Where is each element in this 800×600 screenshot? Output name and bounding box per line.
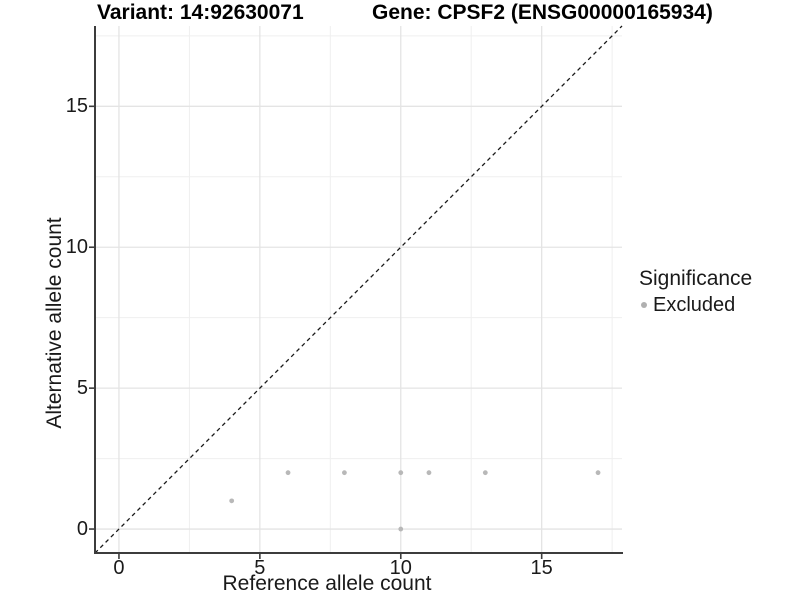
- y-axis-title: Alternative allele count: [43, 217, 66, 429]
- y-tick-label: 5: [76, 377, 88, 400]
- legend-entry: Excluded: [636, 292, 800, 318]
- x-axis-title: Reference allele count: [222, 572, 432, 595]
- x-tick-label: 10: [389, 557, 412, 579]
- legend-marker-icon: [641, 302, 647, 308]
- x-tick-label: 5: [254, 557, 266, 579]
- x-tick-label: 15: [530, 557, 553, 579]
- gene-title: Gene: CPSF2 (ENSG00000165934): [372, 1, 713, 24]
- legend: Significance Excluded: [636, 266, 800, 318]
- data-point: [595, 470, 601, 476]
- data-point: [482, 470, 488, 476]
- legend-entries: Excluded: [636, 292, 800, 318]
- data-point: [398, 470, 404, 476]
- identity-line: [94, 25, 623, 554]
- data-point: [285, 470, 291, 476]
- data-point: [229, 498, 235, 504]
- data-point: [398, 526, 404, 532]
- legend-title: Significance: [639, 267, 753, 290]
- data-point: [426, 470, 432, 476]
- legend-entry-label: Excluded: [653, 294, 736, 316]
- y-tick-label: 15: [65, 95, 88, 118]
- variant-title: Variant: 14:92630071: [97, 1, 304, 24]
- y-tick-label: 0: [76, 518, 88, 541]
- data-point: [342, 470, 347, 476]
- x-tick-label: 0: [113, 557, 125, 579]
- y-tick-label: 10: [65, 236, 88, 259]
